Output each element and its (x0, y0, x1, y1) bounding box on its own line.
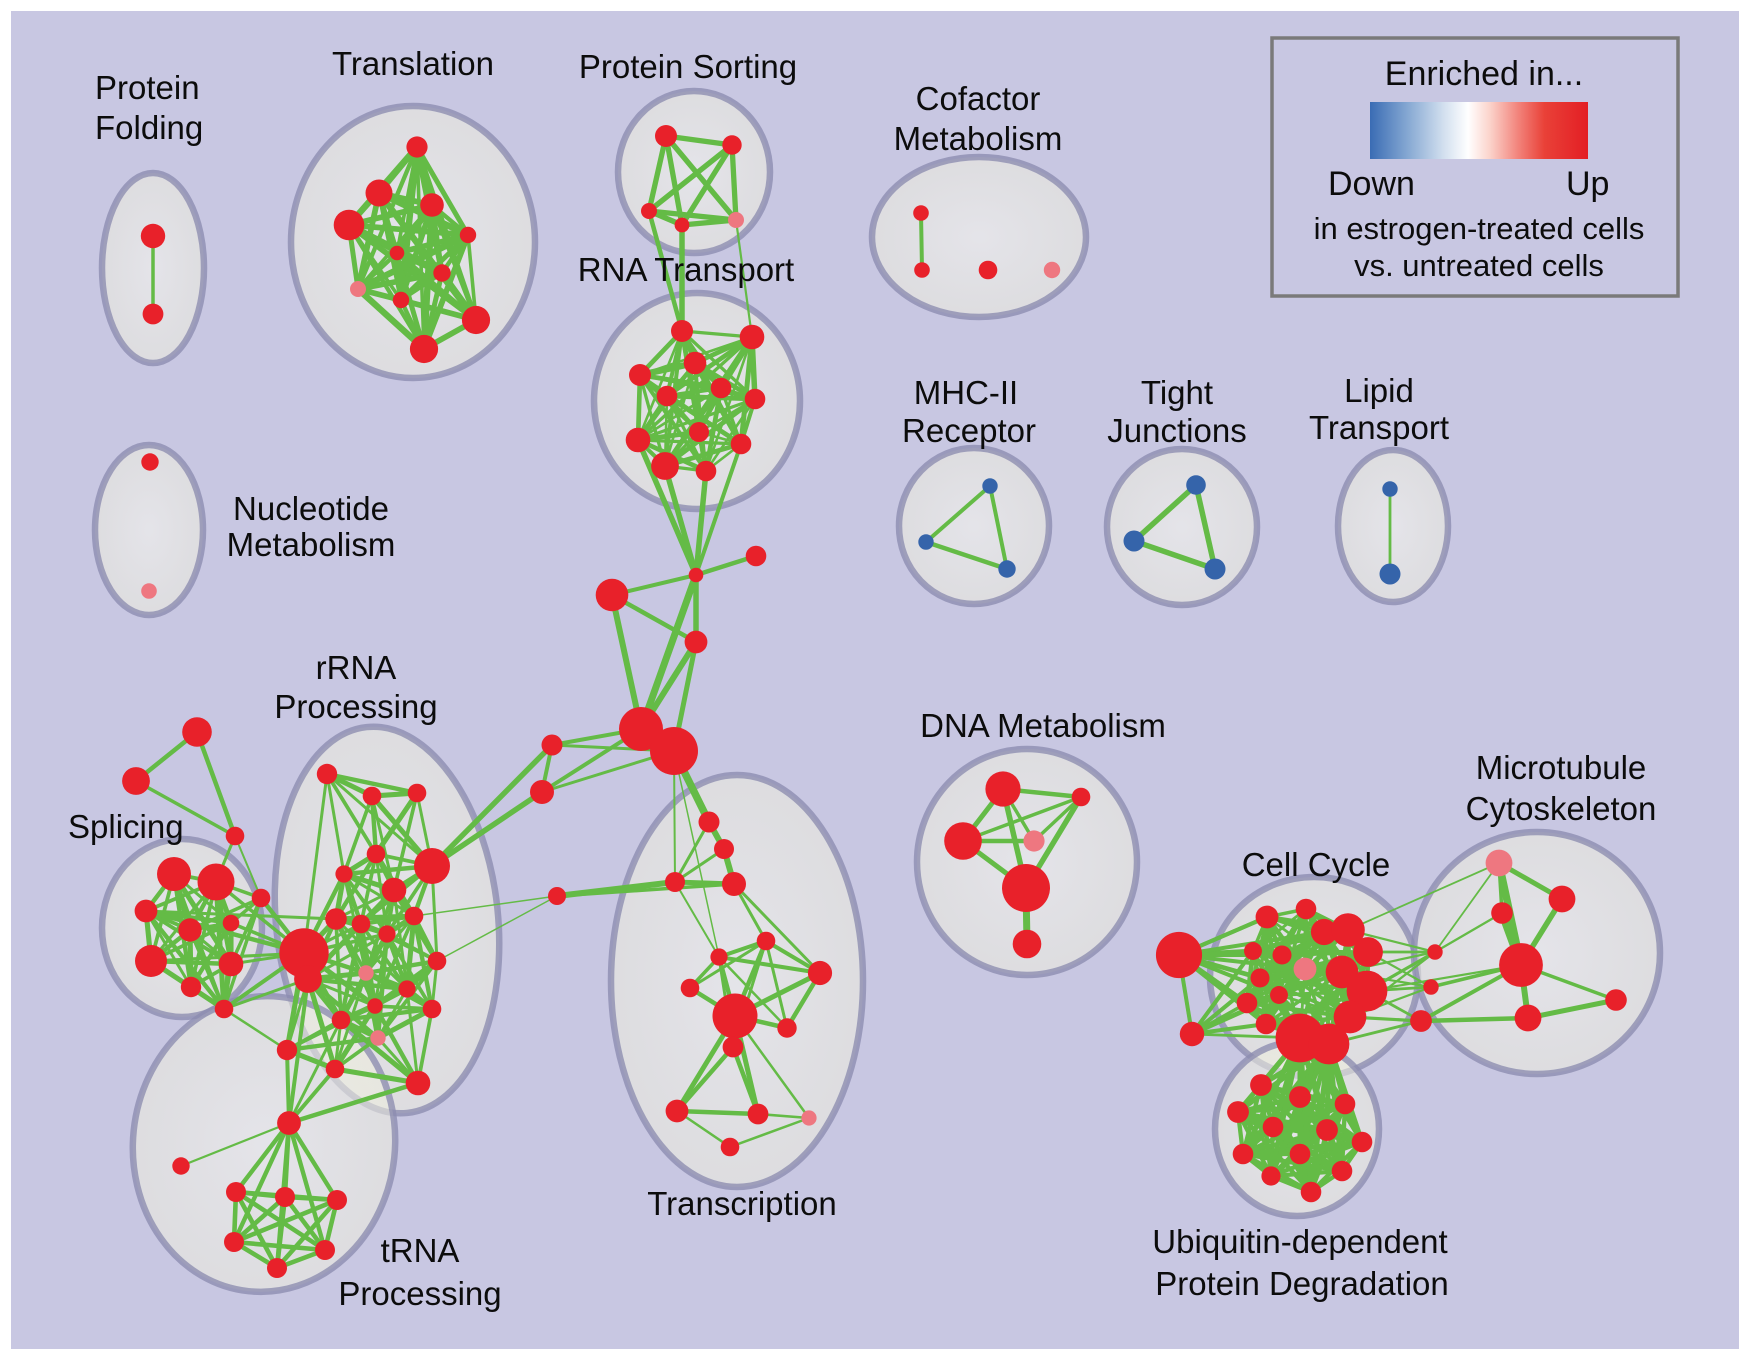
svg-text:Cytoskeleton: Cytoskeleton (1466, 790, 1657, 827)
svg-text:Junctions: Junctions (1107, 412, 1246, 449)
svg-text:Ubiquitin-dependent: Ubiquitin-dependent (1152, 1223, 1447, 1260)
svg-text:Receptor: Receptor (902, 412, 1036, 449)
svg-text:Lipid: Lipid (1344, 372, 1414, 409)
svg-text:Microtubule: Microtubule (1476, 749, 1647, 786)
svg-text:Cell Cycle: Cell Cycle (1242, 846, 1391, 883)
svg-text:Protein Degradation: Protein Degradation (1155, 1265, 1449, 1302)
svg-text:Processing: Processing (274, 688, 437, 725)
svg-text:Translation: Translation (332, 45, 494, 82)
svg-text:Metabolism: Metabolism (227, 526, 396, 563)
svg-text:Protein: Protein (95, 69, 200, 106)
svg-text:Enriched in...: Enriched in... (1385, 55, 1583, 93)
svg-text:Transcription: Transcription (647, 1185, 837, 1222)
svg-text:Metabolism: Metabolism (894, 120, 1063, 157)
svg-text:tRNA: tRNA (381, 1232, 460, 1269)
svg-text:Down: Down (1328, 165, 1415, 203)
svg-text:Tight: Tight (1141, 374, 1213, 411)
svg-text:Up: Up (1566, 165, 1609, 203)
svg-text:DNA Metabolism: DNA Metabolism (920, 707, 1166, 744)
svg-text:Splicing: Splicing (68, 808, 184, 845)
svg-text:RNA Transport: RNA Transport (578, 251, 794, 288)
svg-text:rRNA: rRNA (316, 649, 397, 686)
svg-text:Transport: Transport (1309, 409, 1449, 446)
svg-text:Nucleotide: Nucleotide (233, 490, 389, 527)
svg-text:in estrogen-treated cells: in estrogen-treated cells (1314, 211, 1645, 246)
svg-text:Protein Sorting: Protein Sorting (579, 48, 797, 85)
svg-text:vs. untreated cells: vs. untreated cells (1354, 248, 1604, 283)
svg-text:Processing: Processing (338, 1275, 501, 1312)
svg-text:Cofactor: Cofactor (916, 80, 1041, 117)
svg-text:Folding: Folding (95, 109, 203, 146)
svg-text:MHC-II: MHC-II (914, 374, 1018, 411)
